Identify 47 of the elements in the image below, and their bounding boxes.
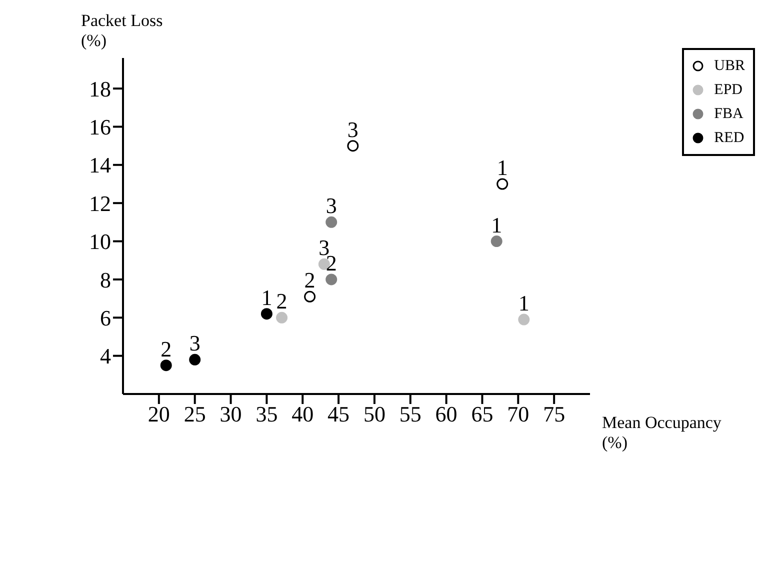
- y-tick-label: 12: [89, 190, 111, 216]
- y-axis-title: Packet Loss (%): [81, 11, 163, 50]
- point: [326, 216, 338, 228]
- point: [347, 140, 359, 152]
- annotation: 3: [347, 116, 358, 142]
- annotation: 3: [326, 193, 337, 218]
- annotation: 1: [261, 284, 272, 310]
- y-tick-label: 10: [89, 229, 111, 254]
- x-tick-label: 75: [543, 402, 566, 427]
- x-tick-label: 20: [148, 402, 170, 427]
- y-tick-label: 16: [89, 114, 111, 140]
- x-tick-label: 35: [256, 402, 278, 427]
- legend-label: EPD: [714, 81, 742, 100]
- legend-label: UBR: [714, 57, 745, 76]
- x-tick-label: 65: [471, 402, 494, 427]
- y-tick-label: 18: [89, 76, 111, 102]
- point: [160, 360, 172, 372]
- annotation: 1: [491, 212, 502, 238]
- x-tick-label: 40: [292, 402, 314, 427]
- annotation: 2: [276, 288, 288, 314]
- y-tick-label: 6: [100, 305, 111, 330]
- point: [189, 354, 201, 366]
- legend-label: RED: [714, 129, 744, 148]
- point: [490, 236, 502, 248]
- annotation: 2: [304, 268, 316, 293]
- y-tick-label: 14: [89, 152, 111, 178]
- y-tick-label: 8: [100, 267, 111, 292]
- point: [496, 178, 508, 190]
- point: [326, 274, 338, 286]
- y-tick-label: 4: [100, 344, 111, 369]
- x-tick-label: 55: [399, 402, 422, 427]
- point: [260, 308, 272, 320]
- annotation: 3: [189, 330, 200, 356]
- annotation: 1: [518, 290, 530, 316]
- x-tick-label: 50: [363, 402, 386, 427]
- point: [518, 314, 530, 326]
- x-tick-label: 25: [184, 402, 206, 427]
- x-tick-label: 70: [507, 402, 530, 427]
- legend-label: FBA: [714, 105, 744, 124]
- x-tick-label: 60: [435, 402, 458, 427]
- x-tick-label: 30: [220, 402, 242, 427]
- x-tick-label: 45: [328, 402, 350, 427]
- point: [276, 312, 288, 324]
- x-axis-title: Mean Occupancy (%): [602, 413, 722, 452]
- annotation: 2: [160, 336, 172, 362]
- point: [304, 290, 316, 302]
- annotation: 1: [496, 155, 508, 180]
